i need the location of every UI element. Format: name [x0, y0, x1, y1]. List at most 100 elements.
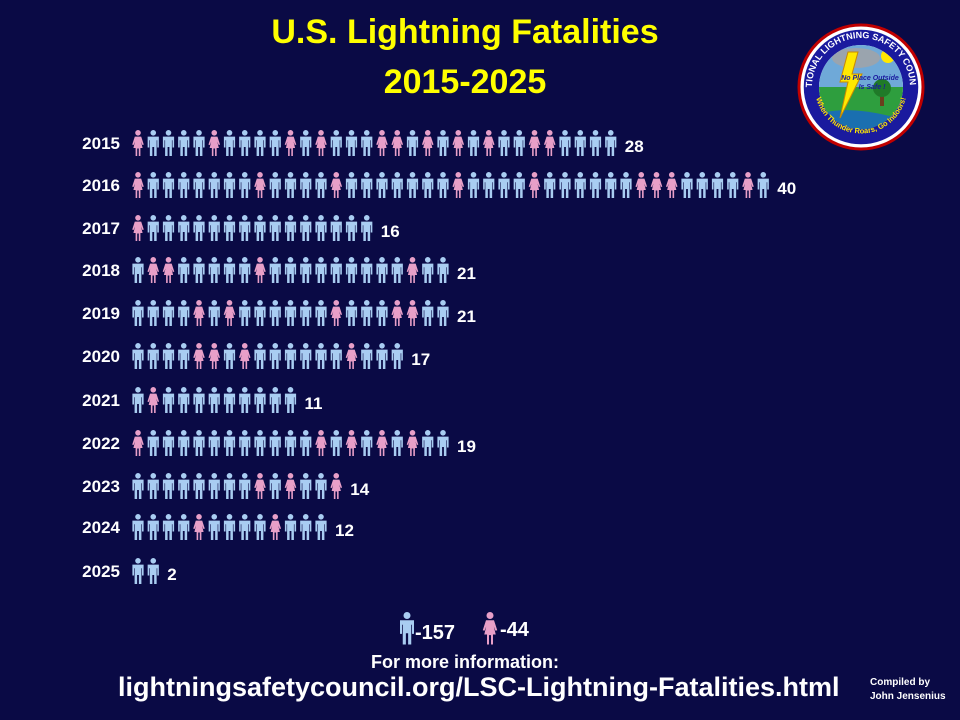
year-label-2024: 2024 — [82, 518, 120, 537]
year-label-2018: 2018 — [82, 261, 120, 280]
male-figure-icon — [284, 215, 297, 241]
male-figure-icon — [132, 514, 144, 540]
year-label-2017: 2017 — [82, 219, 120, 238]
male-figure-icon — [239, 257, 251, 283]
male-figure-icon — [437, 172, 449, 198]
value-label-2015: 28 — [625, 137, 644, 156]
male-figure-icon — [406, 130, 419, 156]
male-figure-icon — [132, 473, 144, 499]
male-figure-icon — [467, 130, 480, 156]
male-figure-icon — [162, 300, 175, 326]
male-figure-icon — [483, 172, 495, 198]
male-figure-icon — [147, 172, 159, 198]
male-figure-icon — [193, 172, 205, 198]
female-figure-icon — [223, 300, 236, 326]
male-figure-icon — [254, 300, 266, 326]
male-figure-icon — [162, 130, 175, 156]
female-figure-icon — [650, 172, 663, 198]
male-figure-icon — [315, 300, 327, 326]
male-figure-icon — [376, 343, 388, 369]
female-figure-icon — [452, 172, 465, 198]
male-figure-icon — [147, 514, 159, 540]
male-figure-icon — [376, 172, 388, 198]
female-figure-icon — [132, 430, 144, 456]
male-figure-icon — [391, 343, 403, 369]
male-figure-icon — [300, 473, 312, 499]
female-figure-icon — [254, 172, 266, 198]
male-figure-icon — [681, 172, 693, 198]
male-figure-icon — [330, 215, 342, 241]
year-label-2022: 2022 — [82, 434, 120, 453]
male-figure-icon — [269, 473, 281, 499]
legend-male-count: -157 — [415, 622, 455, 644]
chart-subtitle: 2015-2025 — [383, 63, 547, 101]
male-figure-icon — [223, 473, 236, 499]
male-figure-icon — [300, 430, 312, 456]
male-figure-icon — [193, 473, 205, 499]
male-figure-icon — [422, 257, 434, 283]
male-figure-icon — [284, 430, 297, 456]
male-figure-icon — [269, 172, 281, 198]
female-figure-icon — [193, 300, 205, 326]
female-figure-icon — [528, 172, 541, 198]
male-figure-icon — [376, 257, 388, 283]
value-label-2024: 12 — [335, 521, 354, 540]
male-figure-icon — [589, 172, 602, 198]
female-figure-icon — [482, 130, 495, 156]
male-figure-icon — [147, 343, 159, 369]
female-figure-icon — [147, 257, 160, 283]
male-figure-icon — [330, 430, 342, 456]
male-figure-icon — [132, 257, 144, 283]
male-figure-icon — [391, 430, 403, 456]
male-figure-icon — [162, 430, 175, 456]
male-figure-icon — [254, 430, 266, 456]
male-figure-icon — [193, 130, 205, 156]
male-figure-icon — [345, 300, 358, 326]
male-figure-icon — [300, 514, 312, 540]
male-figure-icon — [147, 473, 159, 499]
female-figure-icon — [193, 514, 205, 540]
male-figure-icon — [269, 215, 281, 241]
female-figure-icon — [406, 430, 419, 456]
female-figure-icon — [345, 343, 358, 369]
male-figure-icon — [193, 430, 205, 456]
male-figure-icon — [193, 387, 205, 413]
male-figure-icon — [208, 473, 220, 499]
male-figure-icon — [300, 257, 312, 283]
male-figure-icon — [147, 130, 159, 156]
value-label-2016: 40 — [777, 179, 796, 198]
male-figure-icon — [269, 257, 281, 283]
male-figure-icon — [162, 473, 175, 499]
male-figure-icon — [132, 300, 144, 326]
male-figure-icon — [208, 387, 220, 413]
male-figure-icon — [178, 473, 190, 499]
male-figure-icon — [178, 300, 190, 326]
male-figure-icon — [147, 558, 159, 584]
male-figure-icon — [422, 300, 434, 326]
value-label-2025: 2 — [167, 565, 176, 584]
male-figure-icon — [711, 172, 724, 198]
male-figure-icon — [315, 215, 327, 241]
female-figure-icon — [284, 130, 297, 156]
male-figure-icon — [345, 130, 358, 156]
male-figure-icon — [315, 343, 327, 369]
male-figure-icon — [239, 130, 251, 156]
male-figure-icon — [284, 172, 297, 198]
female-figure-icon — [543, 130, 556, 156]
female-figure-icon — [452, 130, 465, 156]
info-url-link[interactable]: lightningsafetycouncil.org/LSC-Lightning… — [118, 672, 840, 702]
male-figure-icon — [361, 257, 373, 283]
male-figure-icon — [284, 257, 297, 283]
male-figure-icon — [269, 130, 281, 156]
male-figure-icon — [361, 343, 373, 369]
male-figure-icon — [132, 343, 144, 369]
value-label-2017: 16 — [381, 222, 400, 241]
male-figure-icon — [239, 387, 251, 413]
female-figure-icon — [528, 130, 541, 156]
female-figure-icon — [238, 343, 251, 369]
male-figure-icon — [147, 430, 159, 456]
male-figure-icon — [300, 130, 312, 156]
year-label-2015: 2015 — [82, 134, 120, 153]
male-figure-icon — [574, 130, 586, 156]
